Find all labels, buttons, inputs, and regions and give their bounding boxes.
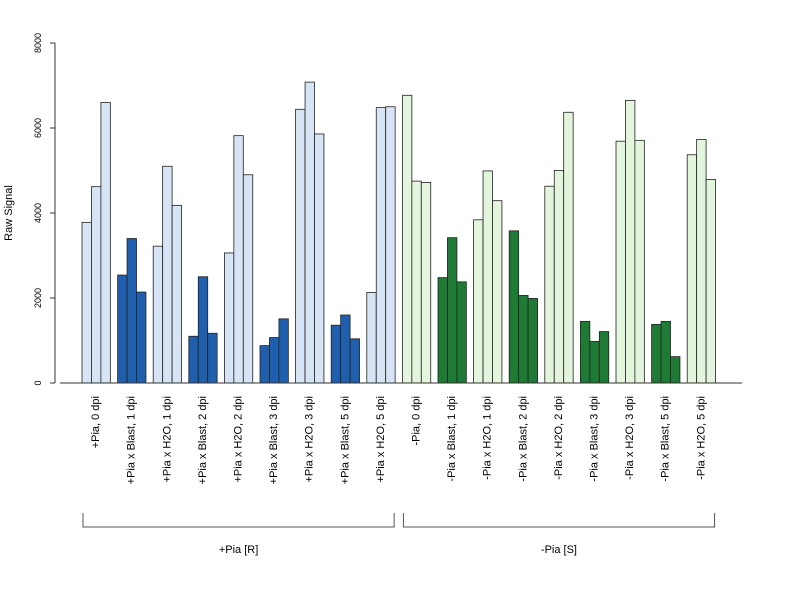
bar — [81, 221, 92, 384]
category-label: +Pia, 0 dpi — [90, 396, 102, 448]
category-label: -Pia x H2O, 3 dpi — [624, 396, 636, 480]
bar — [527, 298, 538, 384]
bar — [634, 139, 645, 384]
bar — [117, 274, 128, 384]
bar — [188, 335, 199, 384]
bar — [625, 99, 636, 384]
bar — [162, 165, 173, 384]
bar — [366, 292, 377, 384]
bar — [563, 111, 574, 384]
bar — [492, 200, 503, 384]
bar — [401, 94, 413, 384]
bar — [295, 108, 306, 384]
bar — [598, 331, 610, 384]
bar — [670, 356, 681, 384]
bar — [447, 237, 458, 384]
category-label: +Pia x Blast, 3 dpi — [268, 396, 280, 484]
y-tick-label: 0 — [33, 380, 43, 385]
group-label: +Pia [R] — [219, 544, 258, 556]
bar — [233, 135, 244, 384]
bar-series — [81, 81, 716, 384]
group-bracket — [402, 513, 716, 528]
bar — [420, 181, 432, 384]
bar — [437, 277, 448, 384]
category-label: +Pia x H2O, 3 dpi — [304, 396, 316, 483]
bar — [340, 314, 351, 384]
category-label: +Pia x H2O, 5 dpi — [375, 396, 387, 483]
bar — [686, 154, 698, 384]
bar — [553, 170, 565, 384]
y-tick-label: 4000 — [33, 203, 43, 223]
bar — [242, 174, 254, 384]
bar — [456, 281, 467, 384]
bar — [171, 204, 182, 384]
bar — [375, 107, 387, 384]
bar — [349, 338, 360, 384]
category-label: +Pia x Blast, 5 dpi — [339, 396, 351, 484]
bar — [278, 318, 289, 384]
y-axis: 0 2000 4000 6000 8000 — [33, 33, 56, 386]
bar — [518, 295, 529, 384]
group-bracket — [82, 513, 395, 528]
y-axis-label: Raw Signal — [3, 185, 15, 241]
category-label: -Pia x H2O, 1 dpi — [482, 396, 494, 480]
y-tick-label: 2000 — [33, 288, 43, 308]
bar — [304, 81, 315, 384]
category-label: +Pia x H2O, 1 dpi — [161, 396, 173, 483]
bar — [615, 140, 626, 384]
bar — [705, 179, 716, 384]
group-brackets: +Pia [R] -Pia [S] — [82, 513, 716, 556]
y-tick-label: 6000 — [33, 118, 43, 138]
bar — [152, 245, 164, 384]
bar — [508, 230, 520, 384]
category-labels: +Pia, 0 dpi +Pia x Blast, 1 dpi +Pia x H2O… — [90, 396, 707, 484]
bar — [411, 180, 422, 384]
category-label: -Pia, 0 dpi — [410, 396, 422, 446]
bar — [126, 238, 137, 384]
bar — [100, 102, 111, 384]
category-label: -Pia x Blast, 3 dpi — [588, 396, 600, 482]
category-label: -Pia x Blast, 2 dpi — [517, 396, 529, 482]
bar — [269, 337, 280, 384]
bar — [223, 252, 235, 384]
category-label: -Pia x Blast, 5 dpi — [660, 396, 672, 482]
bar — [197, 276, 209, 384]
category-label: +Pia x H2O, 2 dpi — [232, 396, 244, 483]
bar — [544, 185, 555, 384]
category-label: +Pia x Blast, 2 dpi — [197, 396, 209, 484]
bar — [91, 186, 102, 384]
bar — [589, 340, 600, 384]
bar — [696, 139, 707, 384]
bar — [651, 323, 662, 384]
category-label: -Pia x H2O, 2 dpi — [553, 396, 565, 480]
bar — [136, 291, 147, 384]
category-label: -Pia x Blast, 1 dpi — [446, 396, 458, 482]
bar — [482, 170, 493, 384]
bar — [385, 106, 396, 384]
y-tick-label: 8000 — [33, 33, 43, 53]
bar — [314, 133, 325, 384]
category-label: -Pia x H2O, 5 dpi — [695, 396, 707, 480]
group-label: -Pia [S] — [541, 544, 577, 556]
bar — [259, 345, 270, 384]
bar — [330, 324, 342, 384]
bar — [207, 332, 218, 384]
category-label: +Pia x Blast, 1 dpi — [126, 396, 138, 484]
bar — [580, 320, 591, 384]
bar — [660, 320, 671, 384]
bar — [473, 219, 484, 384]
